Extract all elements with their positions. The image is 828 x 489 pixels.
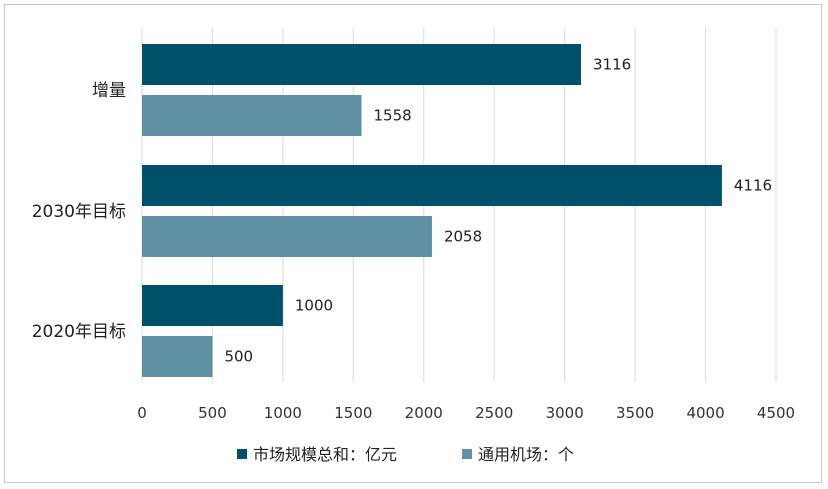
axes: 0 500 1000 1500 2000 2500 3000 3500 4000 4500 增量 20… [32,81,795,422]
bar-airports [142,95,362,136]
x-tick-label: 2500 [475,404,513,422]
bar-airports [142,336,213,377]
category-label: 增量 [92,81,126,101]
x-tick-label: 0 [137,404,147,422]
bar-market-size [142,44,582,85]
x-tick-label: 4500 [757,404,795,422]
x-tick-label: 3500 [616,404,654,422]
legend-swatch [462,449,472,459]
bar-market-size [142,285,283,326]
bar-airports [142,216,432,257]
x-tick-label: 1500 [334,404,372,422]
bars [142,44,722,377]
data-label: 1000 [295,297,333,315]
bar-market-size [142,165,722,206]
x-tick-label: 1000 [264,404,302,422]
data-label: 4116 [734,177,772,195]
x-tick-label: 2000 [405,404,443,422]
data-labels: 3116 4116 1000 1558 2058 500 [224,56,772,366]
category-label: 2030年目标 [32,202,126,222]
category-label: 2020年目标 [32,322,126,342]
data-label: 3116 [593,56,631,74]
x-tick-label: 3000 [546,404,584,422]
legend-label: 通用机场：个 [478,445,574,464]
data-label: 1558 [374,107,412,125]
x-tick-label: 4000 [686,404,724,422]
legend: 市场规模总和：亿元 通用机场：个 [237,445,574,464]
legend-label: 市场规模总和：亿元 [253,445,397,464]
data-label: 500 [224,348,253,366]
data-label: 2058 [444,228,482,246]
x-tick-label: 500 [198,404,227,422]
legend-swatch [237,449,247,459]
